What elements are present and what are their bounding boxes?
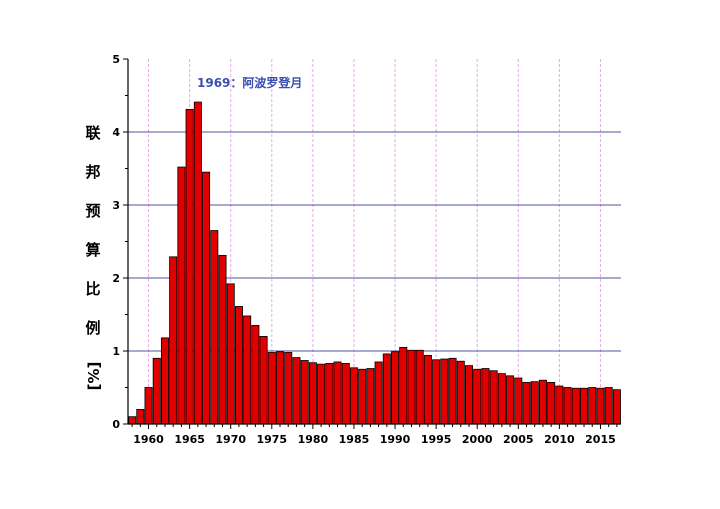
x-tick-label-1980: 1980 xyxy=(298,433,329,446)
bar-2011 xyxy=(563,387,572,425)
bar-2006 xyxy=(522,381,531,425)
bar-1970 xyxy=(226,283,235,425)
bar-1973 xyxy=(251,325,260,425)
y-label-char: 比 xyxy=(85,280,100,298)
x-tick-label-1995: 1995 xyxy=(421,433,452,446)
bar-1960 xyxy=(144,387,153,425)
y-tick-label-2: 2 xyxy=(112,272,120,285)
y-tick-label-0: 0 xyxy=(112,418,120,431)
y-label-char: 联 xyxy=(85,124,101,142)
x-tick-labels: 1960 1965 1970 1975 1980 1985 1990 1995 2000 2005… xyxy=(133,433,616,446)
bar-1959 xyxy=(136,408,145,425)
bar-1997 xyxy=(448,357,457,425)
bar-2004 xyxy=(506,375,515,425)
x-tick-label-2015: 2015 xyxy=(585,433,616,446)
x-tick-label-1970: 1970 xyxy=(215,433,246,446)
bar-1990 xyxy=(391,351,400,425)
bar-1979 xyxy=(300,360,309,425)
bar-1964 xyxy=(177,166,186,425)
bar-1980 xyxy=(308,362,317,425)
bar-2010 xyxy=(555,385,564,425)
bar-2017 xyxy=(612,389,621,425)
bar-1971 xyxy=(234,306,243,425)
bar-1999 xyxy=(464,365,473,425)
bar-1978 xyxy=(292,357,301,425)
bar-1986 xyxy=(358,368,367,425)
bar-1969 xyxy=(218,254,227,425)
bar-1992 xyxy=(407,349,416,425)
horizontal-grid xyxy=(128,131,621,352)
bar-2002 xyxy=(489,370,498,425)
bar-1965 xyxy=(185,108,194,425)
y-tick-label-5: 5 xyxy=(112,53,120,66)
bar-1975 xyxy=(267,352,276,425)
bar-2008 xyxy=(538,379,547,425)
bar-1976 xyxy=(275,351,285,425)
bar-1974 xyxy=(259,335,268,425)
x-tick-label-1965: 1965 xyxy=(174,433,205,446)
bar-2009 xyxy=(547,381,556,425)
y-label-unit: [%] xyxy=(85,362,103,391)
bar-1995 xyxy=(432,359,441,425)
bar-1982 xyxy=(325,363,334,425)
bar-1962 xyxy=(160,337,169,425)
bar-2000 xyxy=(473,368,482,425)
bar-1993 xyxy=(415,349,424,425)
bar-2007 xyxy=(530,381,539,425)
bar-1991 xyxy=(399,346,408,425)
bar-2005 xyxy=(514,377,523,425)
bar-1981 xyxy=(317,363,326,425)
y-label-char: 预 xyxy=(85,202,100,220)
bar-2001 xyxy=(481,368,490,425)
y-tick-label-1: 1 xyxy=(112,345,120,358)
bar-1983 xyxy=(333,361,342,425)
bar-1968 xyxy=(210,230,219,425)
bar-1987 xyxy=(366,368,375,425)
bar-2012 xyxy=(571,387,580,425)
y-label-char: 算 xyxy=(85,241,100,259)
bar-1989 xyxy=(382,353,391,425)
x-tick-label-2000: 2000 xyxy=(462,433,493,446)
bar-2015 xyxy=(596,387,605,425)
bar-2003 xyxy=(497,373,506,425)
bar-2013 xyxy=(580,387,589,425)
apollo-annotation: 1969：阿波罗登月 xyxy=(197,75,302,90)
y-label-char: 例 xyxy=(85,319,100,337)
bar-1994 xyxy=(423,354,432,425)
y-tick-label-4: 4 xyxy=(112,126,120,139)
y-tick-label-3: 3 xyxy=(112,199,120,212)
x-tick-label-1975: 1975 xyxy=(256,433,287,446)
bar-1966 xyxy=(193,101,202,425)
bar-1963 xyxy=(169,256,178,425)
bar-1967 xyxy=(202,171,211,425)
bar-2016 xyxy=(604,387,613,425)
bar-1998 xyxy=(456,360,465,425)
x-tick-label-1985: 1985 xyxy=(339,433,370,446)
y-tick-labels: 0 1 2 3 4 5 xyxy=(112,53,120,431)
x-tick-label-2010: 2010 xyxy=(544,433,575,446)
y-label-char: 邦 xyxy=(85,163,100,181)
bar-1977 xyxy=(284,352,293,425)
bar-1958 xyxy=(128,416,137,425)
bar-2014 xyxy=(588,387,597,425)
x-tick-label-1960: 1960 xyxy=(133,433,164,446)
bar-1988 xyxy=(374,361,383,425)
bar-1972 xyxy=(243,315,252,425)
x-tick-label-2005: 2005 xyxy=(503,433,534,446)
bar-1961 xyxy=(152,357,161,425)
bar-1984 xyxy=(341,363,350,425)
bars xyxy=(128,101,621,425)
bar-1985 xyxy=(349,367,358,425)
bar-1996 xyxy=(440,358,449,425)
x-tick-label-1990: 1990 xyxy=(380,433,411,446)
axes xyxy=(123,58,621,429)
